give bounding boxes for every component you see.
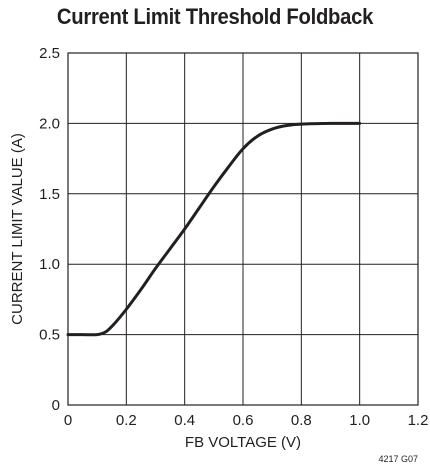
x-tick-label: 1.0 xyxy=(349,412,370,429)
x-tick-label: 1.2 xyxy=(408,412,429,429)
x-tick-label: 0.8 xyxy=(291,412,312,429)
y-tick-label: 0.5 xyxy=(39,327,60,344)
y-tick-label: 0 xyxy=(52,397,60,414)
x-tick-label: 0.4 xyxy=(174,412,195,429)
y-tick-labels: 0 0.5 1.0 1.5 2.0 2.5 xyxy=(39,45,60,414)
grid xyxy=(67,52,419,406)
x-tick-label: 0 xyxy=(64,412,72,429)
x-tick-label: 0.6 xyxy=(233,412,254,429)
y-tick-label: 2.0 xyxy=(39,115,60,132)
chart-title: Current Limit Threshold Foldback xyxy=(56,4,374,29)
x-tick-labels: 0 0.2 0.4 0.6 0.8 1.0 1.2 xyxy=(64,412,429,429)
y-tick-label: 2.5 xyxy=(39,45,60,62)
figure-code: 4217 G07 xyxy=(378,454,418,464)
y-tick-label: 1.5 xyxy=(39,186,60,203)
y-tick-label: 1.0 xyxy=(39,256,60,273)
series-line xyxy=(66,121,362,337)
y-axis-label: CURRENT LIMIT VALUE (A) xyxy=(9,133,26,325)
plot-frame xyxy=(67,52,419,406)
x-tick-label: 0.2 xyxy=(116,412,137,429)
x-axis-label: FB VOLTAGE (V) xyxy=(185,434,301,451)
